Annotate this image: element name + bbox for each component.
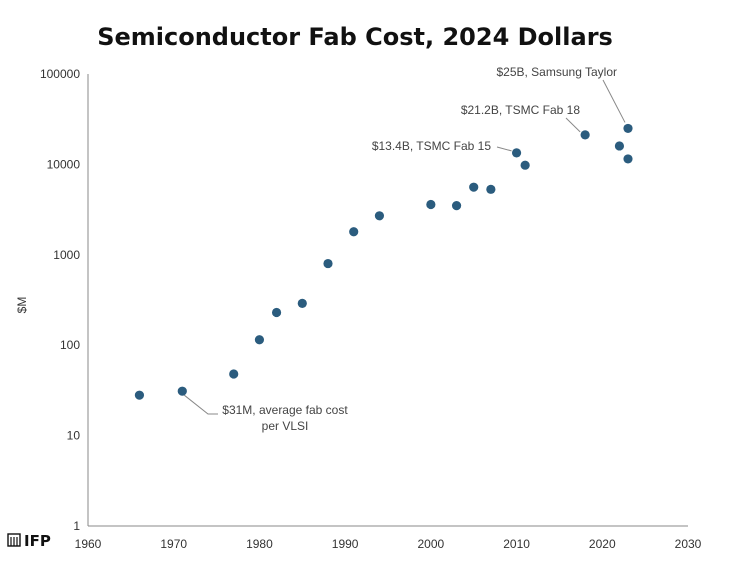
y-tick-label: 1 — [73, 519, 80, 533]
y-tick-label: 100 — [60, 338, 80, 352]
y-tick-label: 10 — [67, 429, 81, 443]
x-tick-labels: 1960 1970 1980 1990 2000 2010 2020 2030 — [75, 537, 702, 551]
y-axis-label: $M — [15, 297, 29, 314]
data-points — [134, 123, 633, 400]
x-tick-label: 2010 — [503, 537, 530, 551]
data-point — [134, 390, 145, 400]
data-point — [486, 184, 496, 194]
x-tick-label: 2000 — [418, 537, 445, 551]
x-tick-label: 1960 — [75, 537, 102, 551]
x-tick-label: 2030 — [675, 537, 702, 551]
annotation-label: $13.4B, TSMC Fab 15 — [372, 139, 492, 153]
annotation-leader — [602, 79, 626, 123]
data-point — [623, 123, 633, 134]
y-tick-label: 1000 — [53, 248, 80, 262]
chart-title: Semiconductor Fab Cost, 2024 Dollars — [97, 23, 613, 51]
annotation-label: $31M, average fab cost per VLSI — [222, 403, 348, 433]
data-point — [177, 386, 187, 396]
annotation-label: $21.2B, TSMC Fab 18 — [461, 103, 581, 117]
data-point — [511, 148, 522, 158]
logo-text: IFP — [24, 532, 51, 550]
data-point — [426, 199, 436, 210]
data-point — [349, 227, 359, 237]
ifp-logo: IFP — [7, 532, 51, 550]
data-point — [451, 201, 462, 211]
data-point — [374, 211, 385, 221]
annotations: $25B, Samsung Taylor $21.2B, TSMC Fab 18 $… — [222, 65, 617, 433]
data-point — [297, 298, 307, 308]
data-point — [623, 154, 633, 164]
data-point — [520, 160, 530, 170]
data-point — [323, 258, 333, 269]
ifp-logo-icon — [7, 533, 21, 547]
data-point — [469, 182, 479, 192]
annotation-leader — [496, 146, 512, 152]
data-point — [271, 307, 282, 318]
x-tick-label: 1980 — [246, 537, 273, 551]
data-point — [254, 335, 265, 345]
x-tick-label: 2020 — [589, 537, 616, 551]
y-tick-labels: 1 10 100 1000 10000 100000 — [40, 67, 80, 533]
annotation-leader — [183, 394, 218, 415]
data-point — [229, 369, 239, 379]
y-tick-label: 100000 — [40, 67, 80, 81]
y-tick-label: 10000 — [47, 157, 81, 171]
x-tick-label: 1990 — [332, 537, 359, 551]
x-tick-label: 1970 — [160, 537, 187, 551]
annotation-label: $25B, Samsung Taylor — [496, 65, 617, 79]
annotation-leaders — [183, 79, 626, 415]
data-point — [580, 130, 590, 140]
data-point — [614, 141, 625, 151]
annotation-leader — [565, 117, 581, 133]
